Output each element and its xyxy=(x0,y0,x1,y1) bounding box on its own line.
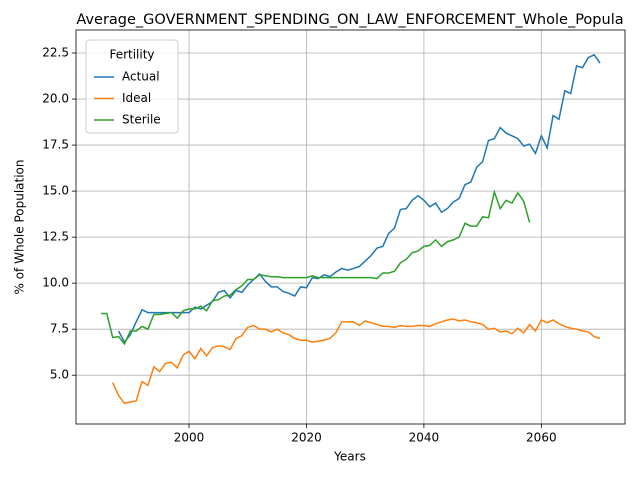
legend-label: Ideal xyxy=(122,91,151,105)
x-tick-label: 2020 xyxy=(291,431,322,445)
x-tick-label: 2040 xyxy=(409,431,440,445)
y-tick-label: 12.5 xyxy=(42,230,69,244)
series-line xyxy=(112,318,601,405)
y-tick-label: 5.0 xyxy=(50,368,69,382)
y-tick-label: 22.5 xyxy=(42,46,69,60)
chart-title: Average_GOVERNMENT_SPENDING_ON_LAW_ENFOR… xyxy=(76,12,623,28)
y-tick-label: 20.0 xyxy=(42,92,69,106)
legend-label: Actual xyxy=(122,70,160,84)
legend-box xyxy=(85,39,179,134)
series-line xyxy=(117,53,601,344)
y-tick-label: 17.5 xyxy=(42,138,69,152)
y-tick-label: 10.0 xyxy=(42,276,69,290)
x-axis-label: Years xyxy=(333,450,366,464)
legend-label: Sterile xyxy=(122,113,161,127)
x-tick-label: 2000 xyxy=(174,431,205,445)
legend-title: Fertility xyxy=(109,48,154,62)
plot-frame xyxy=(75,29,626,425)
y-tick-label: 7.5 xyxy=(50,322,69,336)
y-tick-label: 15.0 xyxy=(42,184,69,198)
y-axis-label: % of Whole Population xyxy=(13,160,27,295)
x-tick-label: 2060 xyxy=(526,431,557,445)
series-line xyxy=(100,189,531,346)
